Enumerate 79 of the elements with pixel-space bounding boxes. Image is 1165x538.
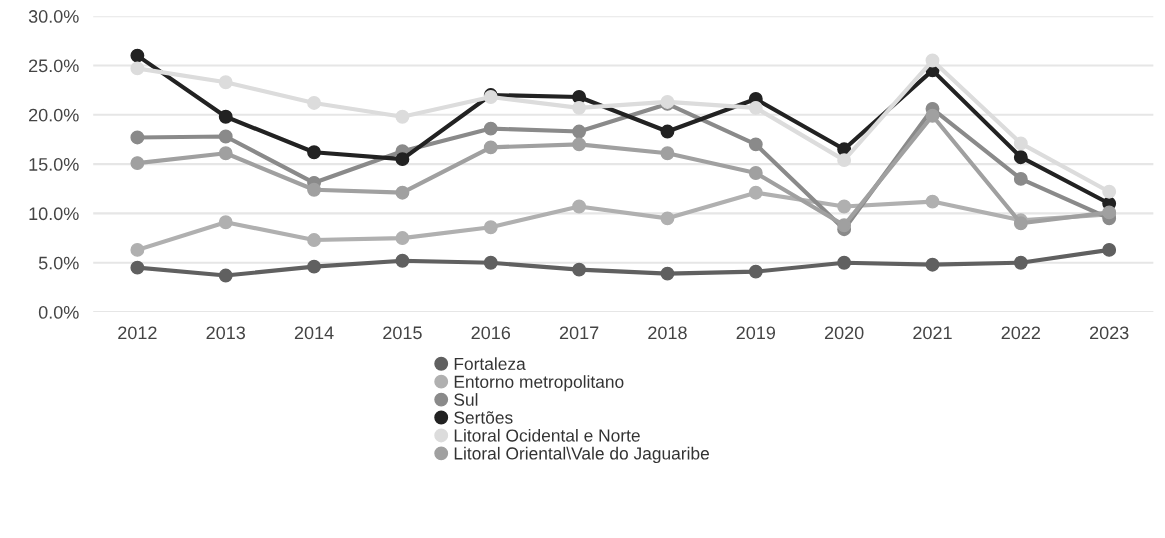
legend-label: Litoral Oriental\Vale do Jaguaribe	[454, 446, 709, 464]
point	[130, 156, 145, 171]
point	[130, 260, 145, 275]
point	[218, 268, 233, 283]
point	[483, 220, 498, 235]
point	[572, 124, 587, 139]
legend-label: Entorno metropolitano	[454, 375, 624, 392]
point	[572, 137, 587, 152]
x-tick-label: 2013	[206, 326, 246, 340]
point	[660, 266, 675, 281]
y-tick-label: 0.0%	[38, 305, 79, 319]
point	[1013, 255, 1028, 270]
point	[395, 253, 410, 268]
point	[395, 185, 410, 200]
legend-label: Litoral Ocidental e Norte	[454, 428, 640, 442]
point	[748, 264, 763, 279]
point	[1102, 184, 1117, 199]
point	[218, 146, 233, 161]
point	[1013, 136, 1028, 151]
point	[130, 61, 145, 76]
point	[218, 109, 233, 124]
point	[1013, 171, 1028, 186]
x-tick-label: 2022	[1001, 326, 1041, 340]
x-tick-label: 2012	[118, 326, 157, 340]
point	[307, 145, 322, 160]
point	[660, 124, 675, 139]
point	[925, 257, 940, 272]
point	[483, 140, 498, 155]
point	[130, 130, 145, 145]
point	[660, 146, 675, 161]
point	[572, 100, 587, 115]
point	[748, 137, 763, 152]
point	[307, 233, 322, 247]
point	[395, 109, 410, 124]
point	[837, 199, 852, 214]
y-tick-label: 15.0%	[29, 158, 79, 171]
point	[748, 185, 763, 200]
x-tick-label: 2015	[383, 326, 422, 340]
point	[395, 152, 410, 167]
x-tick-label: 2019	[736, 326, 776, 340]
point	[925, 194, 940, 209]
point	[218, 75, 233, 90]
point	[483, 121, 498, 136]
legend-label: Sertões	[454, 411, 513, 424]
point	[925, 108, 940, 123]
point	[218, 215, 233, 230]
point	[748, 100, 763, 115]
point	[307, 182, 322, 197]
point	[218, 129, 233, 144]
legend-label: Fortaleza	[454, 357, 526, 371]
point	[307, 95, 322, 110]
point	[1013, 150, 1028, 165]
point	[837, 153, 852, 168]
x-tick-label: 2016	[471, 326, 511, 340]
x-tick-label: 2023	[1090, 326, 1129, 340]
point	[395, 231, 410, 246]
x-tick-label: 2018	[648, 326, 687, 340]
legend-label: Sul	[454, 393, 478, 406]
point	[748, 166, 763, 180]
y-tick-label: 20.0%	[29, 108, 79, 122]
y-tick-label: 10.0%	[29, 207, 79, 221]
point	[572, 262, 587, 277]
point	[130, 242, 145, 257]
point	[483, 255, 498, 270]
x-tick-label: 2020	[824, 326, 864, 340]
point	[837, 218, 852, 233]
x-tick-label: 2017	[559, 326, 599, 340]
x-tick-label: 2014	[294, 326, 334, 340]
y-tick-label: 30.0%	[28, 10, 79, 23]
x-tick-label: 2021	[913, 326, 952, 340]
point	[837, 255, 852, 270]
y-tick-label: 5.0%	[38, 256, 79, 270]
y-tick-label: 25.0%	[29, 59, 79, 73]
point	[307, 259, 322, 274]
point	[1102, 242, 1117, 257]
point	[572, 199, 587, 214]
point	[130, 48, 145, 63]
point	[925, 53, 940, 68]
point	[660, 211, 675, 226]
